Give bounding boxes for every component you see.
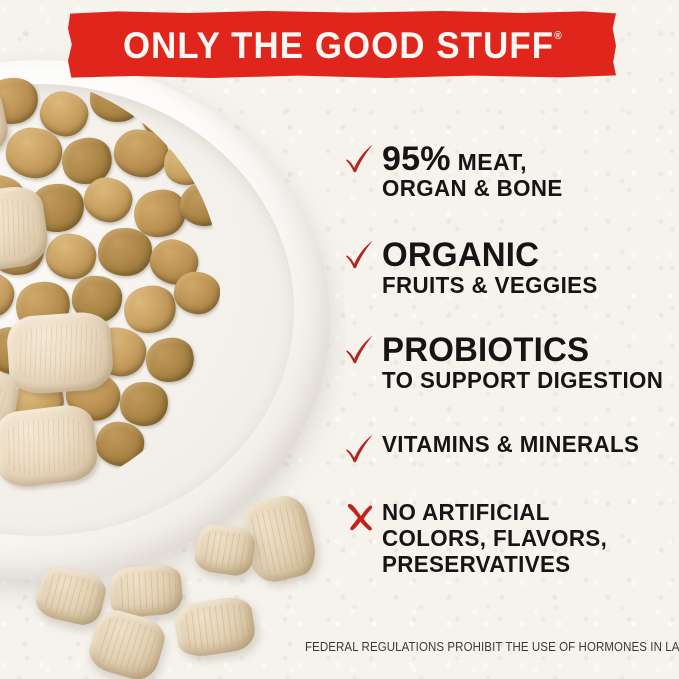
claim-line-1: PROBIOTICS — [382, 331, 590, 369]
claim-line-2: FRUITS & VEGGIES — [382, 271, 598, 298]
claim-line-3: PRESERVATIVES — [382, 550, 571, 577]
claim-item-probiotics: PROBIOTICS TO SUPPORT DIGESTION — [343, 333, 672, 393]
banner-title-text: ONLY THE GOOD STUFF — [122, 25, 554, 66]
claim-text: NO ARTIFICIAL COLORS, FLAVORS, PRESERVAT… — [382, 499, 614, 577]
registered-trademark-icon: ® — [553, 29, 562, 42]
check-mark-icon — [343, 432, 377, 466]
check-mark-icon — [343, 142, 377, 176]
claim-line-1: ORGANIC — [382, 236, 540, 274]
claim-item-organic: ORGANIC FRUITS & VEGGIES — [343, 238, 604, 298]
claim-text: 95% MEAT, ORGAN & BONE — [382, 142, 568, 202]
claim-line-1: NO ARTIFICIAL — [382, 499, 550, 525]
cross-mark-icon — [343, 500, 377, 534]
product-photo — [0, 0, 345, 679]
claim-line-2: ORGAN & BONE — [382, 175, 563, 201]
claim-item-no-artificial: NO ARTIFICIAL COLORS, FLAVORS, PRESERVAT… — [343, 499, 614, 577]
claim-line-2: TO SUPPORT DIGESTION — [382, 366, 664, 393]
headline-banner: ONLY THE GOOD STUFF® — [68, 11, 616, 78]
claim-line-1: VITAMINS & MINERALS — [382, 431, 640, 457]
claim-item-vitamins: VITAMINS & MINERALS — [343, 431, 647, 463]
footnote-disclaimer: FEDERAL REGULATIONS PROHIBIT THE USE OF … — [305, 640, 679, 654]
loose-piece — [172, 594, 258, 660]
check-mark-icon — [343, 333, 377, 367]
check-mark-icon — [343, 238, 377, 272]
claim-text: PROBIOTICS TO SUPPORT DIGESTION — [382, 333, 672, 393]
claim-lead-rest: MEAT, — [457, 149, 527, 175]
banner-title: ONLY THE GOOD STUFF® — [123, 25, 562, 64]
claim-line-2: COLORS, FLAVORS, — [382, 524, 608, 551]
claim-item-meat: 95% MEAT, ORGAN & BONE — [343, 142, 568, 202]
claim-text: VITAMINS & MINERALS — [382, 431, 647, 458]
claim-text: ORGANIC FRUITS & VEGGIES — [382, 238, 604, 298]
claim-lead: 95% — [382, 140, 451, 178]
loose-piece — [192, 522, 258, 578]
